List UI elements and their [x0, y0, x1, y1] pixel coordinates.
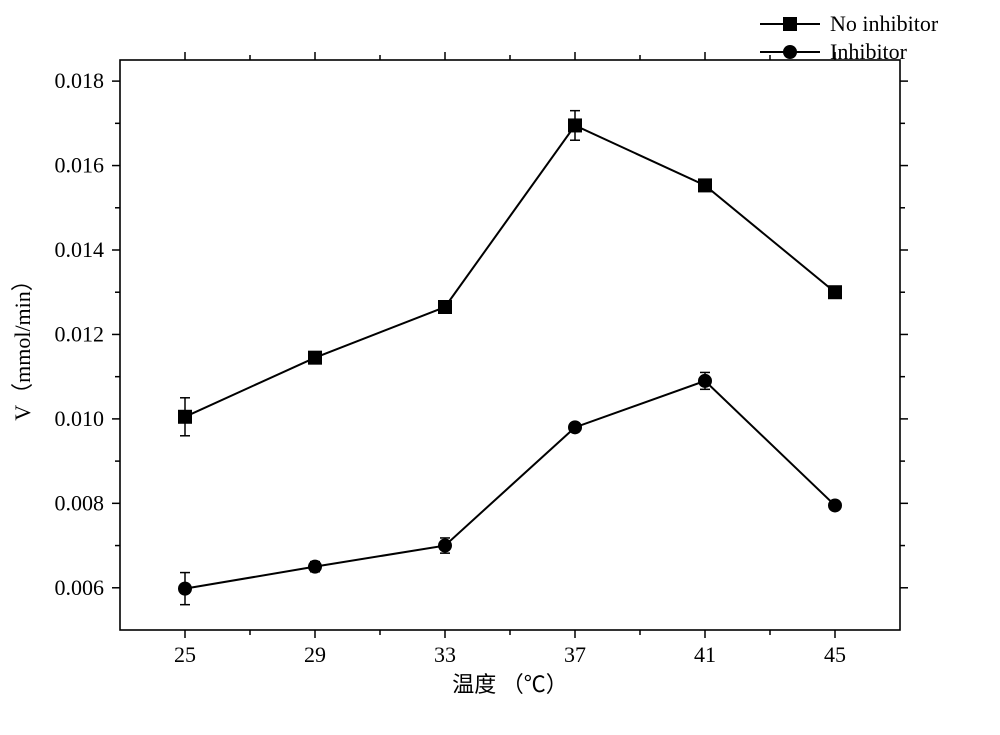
y-axis-label: V（mmol/min） — [10, 269, 35, 421]
x-tick-label: 37 — [564, 642, 586, 667]
data-point — [698, 178, 712, 192]
data-point — [828, 498, 842, 512]
data-point — [178, 582, 192, 596]
data-point — [308, 560, 322, 574]
chart-svg: 25 29 33 37 41 45 0.006 0.008 0.010 0.012 0.014 0.0… — [0, 0, 1000, 735]
y-tick-label: 0.008 — [55, 490, 105, 515]
y-tick-label: 0.018 — [55, 68, 105, 93]
data-point — [308, 351, 322, 365]
data-point — [438, 539, 452, 553]
x-tick-label: 25 — [174, 642, 196, 667]
y-tick-label: 0.006 — [55, 575, 105, 600]
chart-background — [0, 0, 1000, 735]
y-tick-label: 0.012 — [55, 321, 105, 346]
chart-container: 25 29 33 37 41 45 0.006 0.008 0.010 0.012 0.014 0.0… — [0, 0, 1000, 735]
x-axis-label: 温度 （℃） — [452, 672, 568, 697]
legend-label: No inhibitor — [830, 11, 939, 36]
data-point — [568, 420, 582, 434]
x-tick-label: 33 — [434, 642, 456, 667]
data-point — [568, 118, 582, 132]
legend-marker — [783, 17, 797, 31]
x-tick-label: 45 — [824, 642, 846, 667]
data-point — [698, 374, 712, 388]
data-point — [828, 285, 842, 299]
x-tick-label: 41 — [694, 642, 716, 667]
data-point — [438, 300, 452, 314]
y-tick-label: 0.014 — [55, 237, 105, 262]
y-tick-label: 0.010 — [55, 406, 105, 431]
legend-label: Inhibitor — [830, 39, 908, 64]
data-point — [178, 410, 192, 424]
legend-marker — [783, 45, 797, 59]
x-tick-label: 29 — [304, 642, 326, 667]
y-tick-label: 0.016 — [55, 153, 105, 178]
